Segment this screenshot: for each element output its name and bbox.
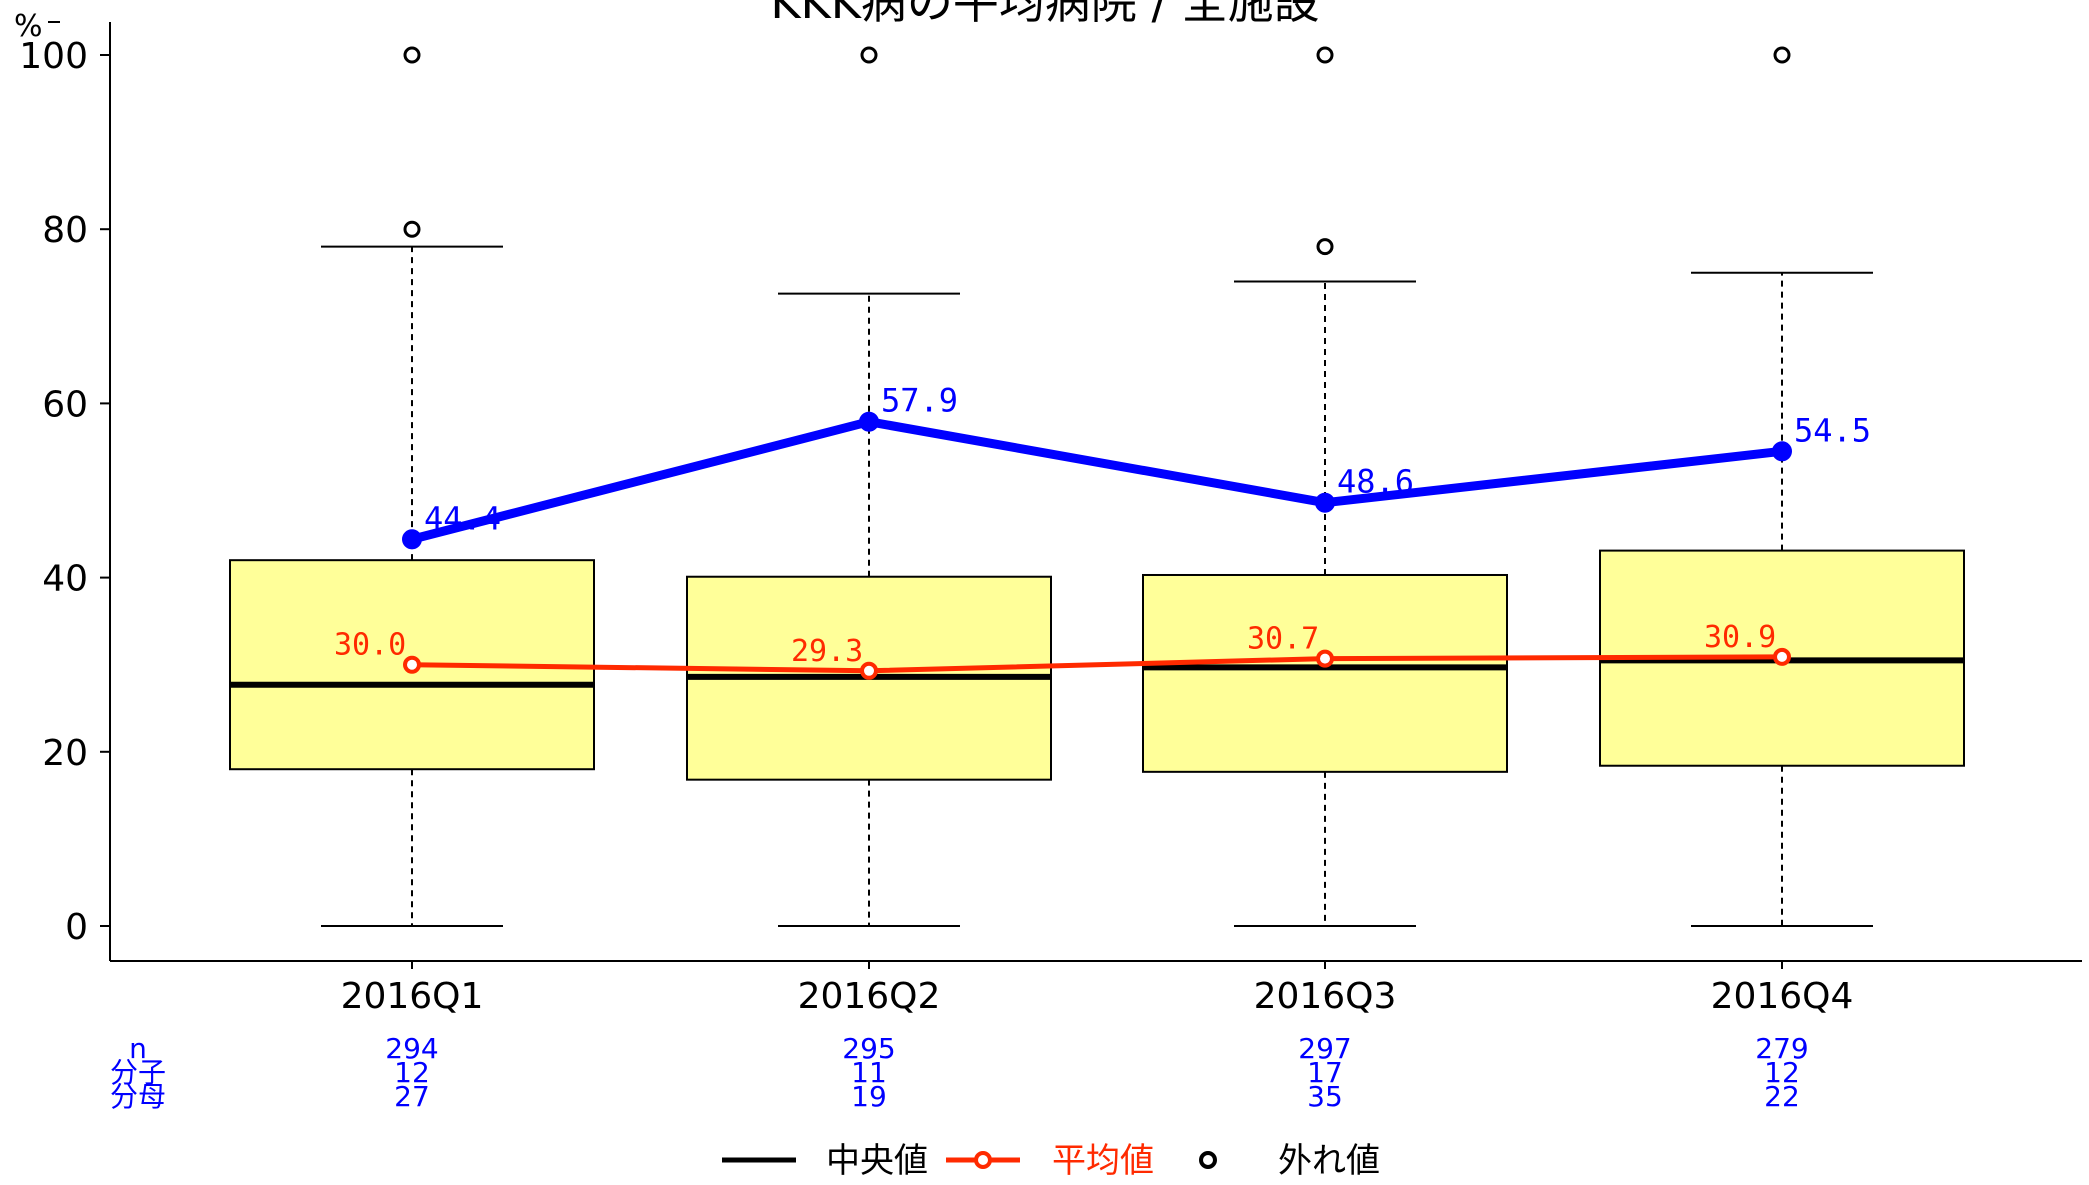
blue-series-point (402, 529, 422, 550)
count-cell: 11 (851, 1056, 887, 1089)
legend-median-label: 中央値 (826, 1141, 928, 1181)
count-cell: 35 (1307, 1080, 1343, 1113)
count-row-label: n (129, 1032, 147, 1065)
x-tick-label: 2016Q2 (798, 976, 941, 1017)
y-axis-label: % (14, 9, 43, 44)
blue-series-data-label: 57.9 (881, 382, 958, 420)
mean-series-data-label: 29.3 (791, 634, 863, 669)
y-tick-label: 0 (65, 907, 88, 948)
blue-series-point (1315, 492, 1335, 513)
count-cell: 17 (1307, 1056, 1343, 1089)
outlier-point (860, 46, 878, 64)
blue-series-data-label: 48.6 (1337, 463, 1414, 501)
y-tick-label: 80 (42, 210, 88, 251)
blue-series-data-label: 54.5 (1794, 411, 1871, 449)
blue-series-point (859, 411, 879, 432)
count-cell: 12 (1764, 1056, 1800, 1089)
mean-series-point (403, 655, 421, 674)
y-tick-label: 20 (42, 733, 88, 774)
count-row-label: 分母 (110, 1080, 166, 1113)
mean-series-line (411, 654, 1783, 674)
count-cell: 27 (394, 1080, 430, 1113)
mean-series-data-label: 30.9 (1704, 620, 1776, 655)
count-cell: 22 (1764, 1080, 1800, 1113)
x-tick-label: 2016Q3 (1254, 976, 1397, 1017)
blue-series-point (1772, 441, 1792, 462)
y-tick-label: 60 (42, 384, 88, 425)
outlier-point (403, 220, 421, 238)
blue-series-line (410, 417, 1783, 544)
blue-series-data-label: 44.4 (424, 499, 501, 537)
outlier-point (1316, 46, 1334, 64)
chart-title: KKK病の平均病院 / 全施設 (770, 0, 1319, 29)
mean-series-point (1773, 647, 1791, 666)
legend-mean-label: 平均値 (1052, 1141, 1154, 1181)
legend-outlier-marker (1199, 1151, 1217, 1169)
box (1142, 573, 1508, 773)
count-cell: 19 (851, 1080, 887, 1113)
outlier-point (1773, 46, 1791, 64)
legend-outlier-label: 外れ値 (1278, 1141, 1380, 1181)
outlier-point (1316, 238, 1334, 256)
mean-series-data-label: 30.7 (1247, 622, 1319, 657)
x-tick-label: 2016Q4 (1711, 976, 1854, 1017)
count-cell: 279 (1755, 1032, 1808, 1065)
y-tick-label: 100 (19, 36, 88, 77)
count-row-label: 分子 (110, 1056, 166, 1089)
legend-mean-marker (974, 1151, 992, 1169)
x-tick-label: 2016Q1 (341, 976, 484, 1017)
count-cell: 12 (394, 1056, 430, 1089)
y-tick-label: 40 (42, 559, 88, 600)
count-cell: 294 (385, 1032, 438, 1065)
count-cell: 295 (842, 1032, 895, 1065)
count-cell: 297 (1298, 1032, 1351, 1065)
outlier-point (403, 46, 421, 64)
mean-series-point (860, 661, 878, 680)
mean-series-point (1316, 649, 1334, 668)
mean-series-data-label: 30.0 (334, 628, 406, 663)
